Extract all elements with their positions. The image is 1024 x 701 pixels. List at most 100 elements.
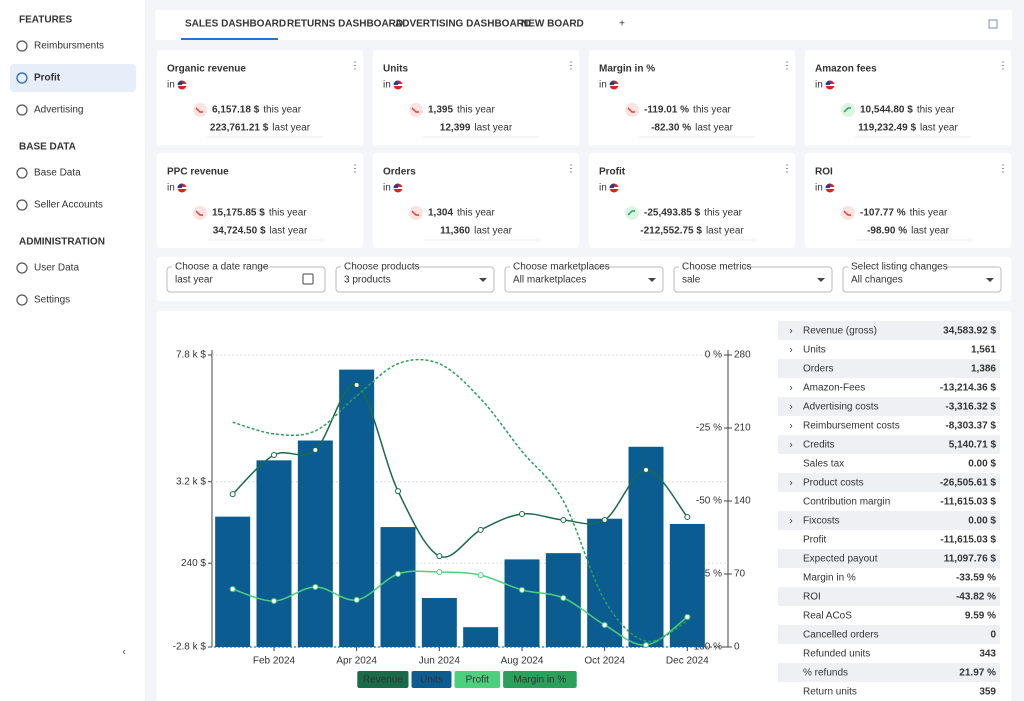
summary-row <box>778 663 1000 682</box>
legend-item[interactable] <box>454 671 501 688</box>
kpi-card <box>805 50 1011 145</box>
summary-value: 34,583.92 $ <box>943 326 996 337</box>
card-period: this year <box>704 208 742 219</box>
line-point <box>519 510 525 517</box>
add-tab[interactable]: + <box>619 19 625 30</box>
summary-row <box>778 511 1000 530</box>
legend-item[interactable] <box>411 671 452 688</box>
nav-item[interactable]: Settings <box>34 295 70 306</box>
line-point <box>643 466 649 473</box>
trend-arrow <box>411 107 419 113</box>
card-previous-period: last year <box>474 226 512 237</box>
summary-value: 11,097.76 $ <box>944 554 997 565</box>
expand-arrow[interactable]: › <box>789 383 792 394</box>
bar <box>256 460 292 647</box>
filter-field[interactable] <box>673 266 833 293</box>
filter-label: Choose metrics <box>682 262 751 273</box>
nav-icon <box>16 72 28 84</box>
trend-arrow <box>627 107 635 113</box>
summary-label: Advertising costs <box>803 402 879 413</box>
expand-arrow[interactable]: › <box>789 440 792 451</box>
card-value-row: -107.77 % this year <box>841 206 948 220</box>
summary-value: -13,214.36 $ <box>940 383 997 394</box>
card-menu: ⋮ <box>782 61 792 72</box>
summary-value: 359 <box>979 687 996 698</box>
summary-value: 1,561 <box>971 345 996 356</box>
line-point <box>353 596 360 603</box>
filter-label-bg <box>679 263 744 270</box>
line-point <box>601 517 608 524</box>
bar <box>297 440 333 647</box>
nav-icon <box>16 104 28 116</box>
card-value: -25,493.85 $ <box>644 208 701 219</box>
nav-item[interactable]: User Data <box>34 263 79 274</box>
layout-icon[interactable] <box>988 19 998 29</box>
card-marketplace: in <box>599 183 607 194</box>
card-marketplace: in <box>383 80 391 91</box>
card-marketplace: in <box>383 183 391 194</box>
card-title: Margin in % <box>599 64 655 75</box>
summary-value: -8,303.37 $ <box>945 421 996 432</box>
y2-tick-label: -25 % <box>696 423 722 434</box>
nav-item[interactable]: Base Data <box>34 168 81 179</box>
summary-row <box>778 359 1000 378</box>
flag-canton <box>177 183 182 188</box>
summary-label: Profit <box>803 535 827 546</box>
flag-canton <box>609 183 614 188</box>
line-point <box>229 491 236 498</box>
card-previous: 223,761.21 $ <box>210 123 269 134</box>
nav-item[interactable]: Profit <box>34 73 61 84</box>
card-previous: 12,399 <box>440 123 471 134</box>
bar <box>380 527 416 647</box>
y2-tick-label: -75 % <box>696 569 722 580</box>
legend-item[interactable] <box>503 671 577 688</box>
expand-arrow[interactable]: › <box>789 326 792 337</box>
filter-label-bg <box>848 263 947 270</box>
line-point <box>436 569 443 576</box>
summary-label: Real ACoS <box>803 611 852 622</box>
card-menu: ⋮ <box>566 61 576 72</box>
expand-arrow[interactable]: › <box>789 516 792 527</box>
card-previous: 11,360 <box>440 226 470 237</box>
bar <box>504 559 540 647</box>
kpi-card <box>157 153 363 248</box>
nav-item[interactable]: Seller Accounts <box>34 200 103 211</box>
card-title: PPC revenue <box>167 167 229 178</box>
trend-icon <box>841 206 855 220</box>
line <box>232 358 688 643</box>
card-title: Units <box>383 64 408 75</box>
filter-label-bg <box>510 263 596 270</box>
flag-canton <box>609 80 614 85</box>
x-tick-label: Apr 2024 <box>336 656 377 667</box>
x-tick-label: Aug 2024 <box>501 656 544 667</box>
flag-canton <box>393 80 398 85</box>
filter-label-bg <box>341 263 410 270</box>
summary-label: Refunded units <box>803 649 870 660</box>
sidebar <box>0 0 145 701</box>
tab[interactable]: RETURNS DASHBOARD <box>287 19 403 30</box>
line-point <box>395 488 401 495</box>
summary-label: ROI <box>803 592 821 603</box>
summary-row <box>778 435 1000 454</box>
kpi-card <box>157 50 363 145</box>
nav-item[interactable]: Reimbursments <box>34 41 104 52</box>
legend-item[interactable] <box>357 671 409 688</box>
expand-arrow[interactable]: › <box>789 402 792 413</box>
trend-icon <box>193 103 207 117</box>
card-period: this year <box>269 208 307 219</box>
card-previous-period: last year <box>920 123 958 134</box>
expand-arrow[interactable]: › <box>789 478 792 489</box>
card-previous: 119,232.49 $ <box>858 123 916 134</box>
expand-arrow[interactable]: › <box>789 421 792 432</box>
y3-tick-label: 140 <box>734 496 751 507</box>
nav-item[interactable]: Advertising <box>34 105 83 116</box>
filter-label-bg <box>172 263 258 270</box>
expand-arrow[interactable]: › <box>789 345 792 356</box>
tab[interactable]: SALES DASHBOARD <box>185 19 286 30</box>
filter-field[interactable] <box>335 266 495 293</box>
tab[interactable]: ADVERTISING DASHBOARD <box>395 19 531 30</box>
tab[interactable]: NEW BOARD <box>521 19 584 30</box>
summary-value: -3,316.32 $ <box>945 402 996 413</box>
collapse-sidebar[interactable]: ‹ <box>122 647 125 658</box>
